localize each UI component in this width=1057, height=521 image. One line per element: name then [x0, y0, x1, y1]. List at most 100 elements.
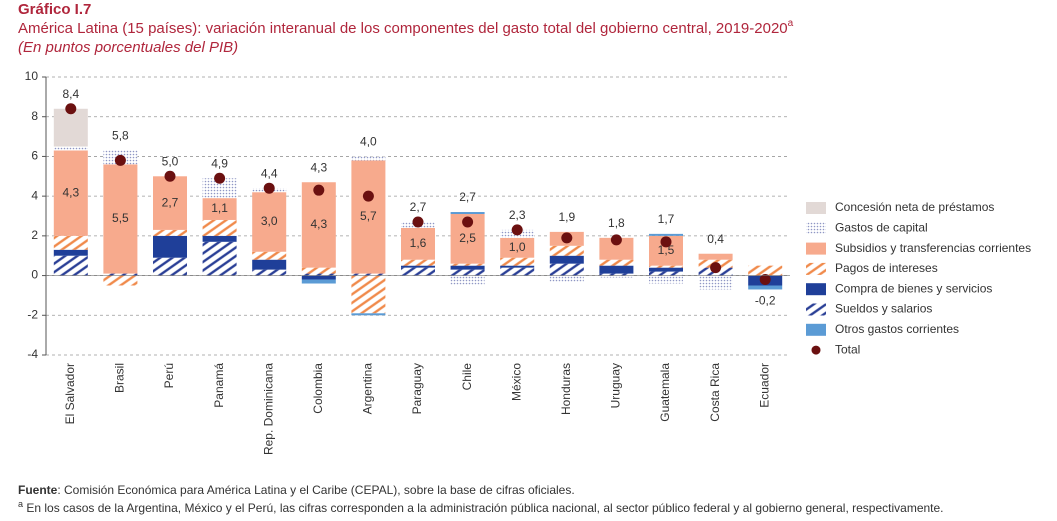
- bar-segment: [202, 178, 237, 199]
- total-label: 0,4: [707, 232, 724, 246]
- source-text: : Comisión Económica para América Latina…: [57, 483, 574, 497]
- bar-segment: [549, 275, 584, 282]
- total-dot: [610, 234, 622, 246]
- x-tick-label: Colombia: [311, 363, 325, 414]
- legend-swatch: [806, 242, 826, 255]
- legend-swatch: [806, 222, 826, 235]
- y-tick-label: -4: [27, 347, 38, 361]
- y-tick-label: 2: [31, 228, 38, 242]
- legend-swatch: [806, 262, 826, 275]
- bar-segment: [301, 267, 336, 274]
- bar-segment: [549, 255, 584, 264]
- bar-segment: [301, 279, 336, 284]
- bar-segment: [450, 212, 485, 215]
- total-dot: [65, 103, 77, 115]
- legend-swatch: [806, 323, 826, 336]
- x-tick-label: El Salvador: [63, 363, 77, 424]
- note: a En los casos de la Argentina, México y…: [18, 499, 944, 515]
- bar-segment: [599, 237, 634, 260]
- total-dot: [561, 232, 573, 244]
- bar-segment: [649, 267, 683, 272]
- chart-label: Gráfico I.7: [18, 1, 91, 18]
- x-tick-label: Guatemala: [658, 363, 672, 422]
- bar-segment: [153, 257, 187, 276]
- bar-segment: [153, 176, 187, 230]
- total-dot: [164, 170, 176, 182]
- legend-label: Subsidios y transferencias corrientes: [835, 241, 1031, 255]
- bar-segment: [698, 275, 733, 290]
- total-dot: [114, 154, 126, 166]
- x-tick-label: Uruguay: [609, 363, 623, 408]
- bar-segment: [351, 275, 386, 314]
- total-label: 5,8: [112, 129, 129, 143]
- x-tick-label: Ecuador: [757, 363, 771, 408]
- bar-segment: [53, 150, 88, 236]
- total-dot: [710, 262, 722, 274]
- bar-segment: [450, 269, 485, 276]
- bar-segment: [53, 108, 88, 147]
- bar-segment: [202, 219, 237, 236]
- data-label: 4,3: [310, 217, 327, 231]
- bar-segment: [649, 275, 683, 284]
- total-dot: [660, 236, 672, 248]
- bar-segment: [103, 164, 138, 274]
- total-label: -0,2: [755, 294, 776, 308]
- bar-segment: [500, 257, 535, 266]
- bar-segment: [549, 245, 584, 256]
- total-label: 4,3: [310, 160, 327, 174]
- bar-segment: [252, 192, 287, 252]
- bar-segment: [500, 267, 535, 276]
- bar-segment: [599, 275, 634, 278]
- bar-segment: [401, 259, 435, 266]
- legend-swatch: [806, 303, 826, 316]
- legend-swatch: [806, 202, 826, 214]
- legend-label: Total: [835, 342, 860, 356]
- data-label: 4,3: [62, 185, 79, 199]
- data-label: 1,6: [410, 236, 427, 250]
- total-dot: [462, 216, 474, 228]
- bar-segment: [500, 237, 535, 258]
- x-tick-label: Perú: [162, 363, 176, 388]
- bar-segment: [351, 156, 386, 161]
- total-label: 2,7: [410, 200, 427, 214]
- x-tick-label: México: [509, 363, 523, 401]
- bar-segment: [153, 235, 187, 258]
- bar-segment: [649, 233, 683, 236]
- bar-segment: [748, 285, 783, 290]
- total-label: 4,0: [360, 135, 377, 149]
- bar-segment: [450, 275, 485, 286]
- legend-label: Otros gastos corrientes: [835, 322, 959, 336]
- total-dot: [313, 184, 325, 196]
- bar-segment: [202, 241, 237, 276]
- bar-segment: [599, 273, 634, 276]
- total-label: 5,0: [162, 154, 179, 168]
- x-tick-label: Honduras: [559, 363, 573, 415]
- total-label: 4,9: [211, 156, 228, 170]
- data-label: 3,0: [261, 214, 278, 228]
- y-tick-label: 6: [31, 149, 38, 163]
- note-text: En los casos de la Argentina, México y e…: [23, 501, 944, 515]
- bar-segment: [53, 249, 88, 256]
- legend-label: Pagos de intereses: [835, 261, 938, 275]
- total-label: 2,7: [459, 190, 476, 204]
- chart-subtitle: (En puntos porcentuales del PIB): [18, 39, 238, 56]
- total-dot: [759, 274, 771, 286]
- title-text: América Latina (15 países): variación in…: [18, 20, 788, 37]
- bar-segment: [252, 251, 287, 260]
- bar-segment: [301, 273, 336, 276]
- legend-marker: [811, 345, 821, 355]
- total-dot: [412, 216, 424, 228]
- x-tick-label: Panamá: [212, 363, 226, 408]
- bar-segment: [103, 273, 138, 276]
- x-tick-label: Paraguay: [410, 363, 424, 414]
- bar-segment: [252, 269, 287, 276]
- source: Fuente: Comisión Económica para América …: [18, 483, 575, 497]
- bar-segment: [649, 265, 683, 268]
- bar-segment: [153, 229, 187, 236]
- total-dot: [214, 172, 226, 184]
- bar-segment: [698, 253, 733, 260]
- total-label: 8,4: [62, 87, 79, 101]
- total-label: 1,7: [658, 212, 675, 226]
- total-dot: [511, 224, 523, 236]
